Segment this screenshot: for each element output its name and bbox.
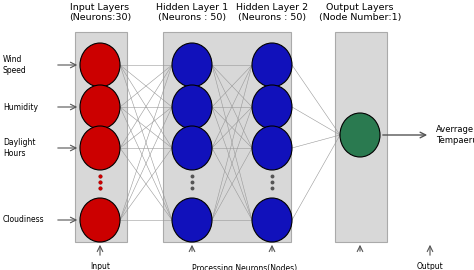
- Text: Output
Data: Output Data: [417, 262, 443, 270]
- Ellipse shape: [252, 85, 292, 129]
- Ellipse shape: [172, 198, 212, 242]
- Text: Averrage
Tempaerure: Averrage Tempaerure: [436, 125, 474, 145]
- Ellipse shape: [340, 113, 380, 157]
- Ellipse shape: [80, 198, 120, 242]
- Text: Wind
Speed: Wind Speed: [3, 55, 27, 75]
- Text: Input Layers
(Neurons:30): Input Layers (Neurons:30): [69, 3, 131, 22]
- Ellipse shape: [252, 126, 292, 170]
- Text: Cloudiness: Cloudiness: [3, 215, 45, 224]
- Ellipse shape: [252, 198, 292, 242]
- Text: Input
Data: Input Data: [90, 262, 110, 270]
- Text: Hidden Layer 1
(Neurons : 50): Hidden Layer 1 (Neurons : 50): [156, 3, 228, 22]
- Text: Output Layers
(Node Number:1): Output Layers (Node Number:1): [319, 3, 401, 22]
- Ellipse shape: [80, 85, 120, 129]
- Bar: [163, 32, 291, 242]
- Ellipse shape: [80, 126, 120, 170]
- Bar: [335, 32, 387, 242]
- Text: Hidden Layer 2
(Neurons : 50): Hidden Layer 2 (Neurons : 50): [236, 3, 308, 22]
- Text: Processing Neurons(Nodes): Processing Neurons(Nodes): [192, 264, 298, 270]
- Text: Humidity: Humidity: [3, 103, 38, 112]
- Ellipse shape: [172, 85, 212, 129]
- Ellipse shape: [172, 126, 212, 170]
- Bar: [75, 32, 127, 242]
- Ellipse shape: [172, 43, 212, 87]
- Ellipse shape: [252, 43, 292, 87]
- Text: Daylight
Hours: Daylight Hours: [3, 138, 36, 158]
- Ellipse shape: [80, 43, 120, 87]
